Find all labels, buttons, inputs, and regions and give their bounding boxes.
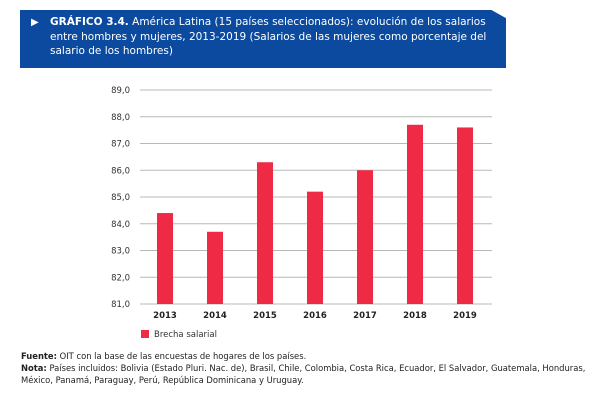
legend-label: Brecha salarial xyxy=(154,330,217,340)
bar-2014 xyxy=(207,231,223,304)
y-tick-label: 81,0 xyxy=(111,300,130,310)
chart-title: América Latina (15 países seleccionados)… xyxy=(50,16,487,57)
x-tick-label: 2017 xyxy=(353,311,377,321)
y-tick-label: 86,0 xyxy=(111,166,130,176)
bar-2017 xyxy=(357,170,373,304)
source-text: OIT con la base de las encuestas de hoga… xyxy=(59,351,307,361)
y-tick-label: 88,0 xyxy=(111,113,130,123)
footer: Fuente: OIT con la base de las encuestas… xyxy=(21,350,600,386)
y-tick-label: 89,0 xyxy=(111,86,130,96)
x-tick-label: 2013 xyxy=(153,311,177,321)
x-tick-label: 2019 xyxy=(453,311,477,321)
bar-2015 xyxy=(257,162,273,304)
y-tick-label: 87,0 xyxy=(111,140,130,150)
y-tick-label: 84,0 xyxy=(111,220,130,230)
x-tick-label: 2014 xyxy=(203,311,227,321)
x-tick-label: 2016 xyxy=(303,311,327,321)
bar-2016 xyxy=(307,191,323,304)
chart-header: ▶ GRÁFICO 3.4. América Latina (15 países… xyxy=(20,10,506,68)
play-triangle-icon: ▶ xyxy=(31,17,39,28)
x-tick-label: 2018 xyxy=(403,311,427,321)
x-tick-label: 2015 xyxy=(253,311,277,321)
note-label: Nota: xyxy=(21,363,47,373)
legend-swatch xyxy=(141,330,149,338)
y-tick-label: 83,0 xyxy=(111,247,130,257)
note-text: Países incluidos: Bolivia (Estado Pluri.… xyxy=(21,363,586,385)
bar-2018 xyxy=(407,124,423,305)
chart-number: GRÁFICO 3.4. xyxy=(50,16,129,28)
bar-2019 xyxy=(457,127,473,304)
y-tick-label: 85,0 xyxy=(111,193,130,203)
bar-2013 xyxy=(157,213,173,304)
y-tick-label: 82,0 xyxy=(111,273,130,283)
source-label: Fuente: xyxy=(21,351,57,361)
